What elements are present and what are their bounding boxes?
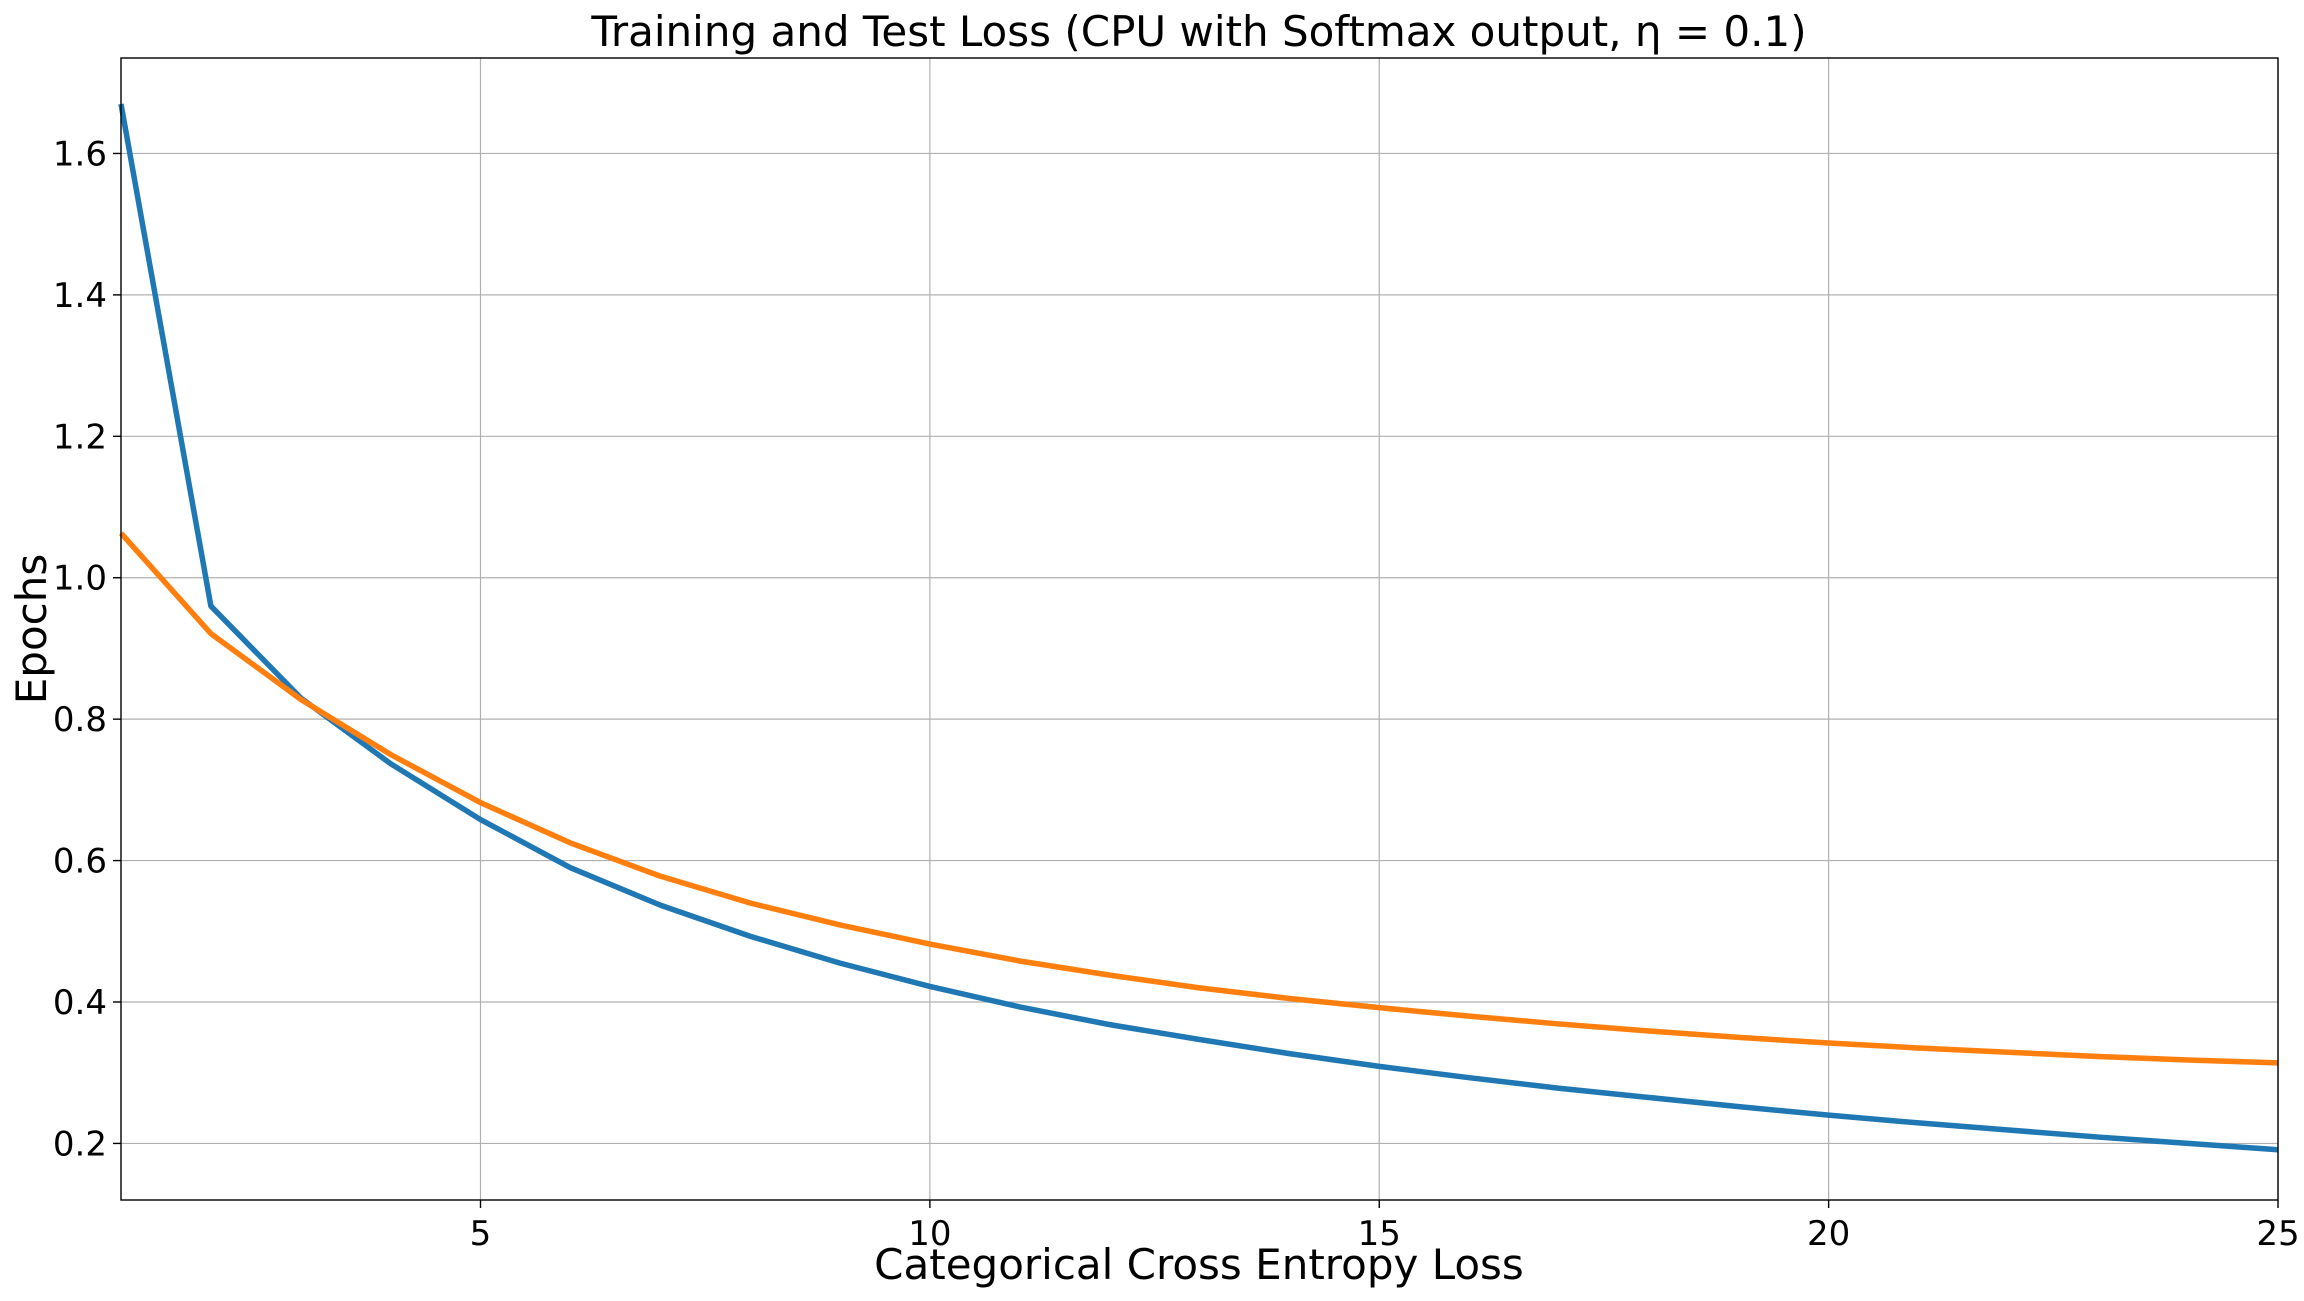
y-tick-label: 1.2	[53, 417, 107, 457]
y-tick-label: 1.0	[53, 559, 107, 599]
y-tick-label: 0.8	[53, 700, 107, 740]
grid	[121, 58, 2279, 1200]
x-tick-label: 10	[908, 1214, 951, 1254]
y-tick-label: 1.4	[53, 276, 107, 316]
x-tick-label: 5	[470, 1214, 492, 1254]
y-tick-label: 0.4	[53, 983, 107, 1023]
chart-title: Training and Test Loss (CPU with Softmax…	[590, 7, 1806, 56]
series-line-2	[118, 531, 2279, 1066]
series-lines	[118, 103, 2279, 1153]
x-axis-label: Categorical Cross Entropy Loss	[874, 1240, 1524, 1289]
x-tick-label: 25	[2256, 1214, 2299, 1254]
plot-frame	[120, 57, 2279, 1201]
y-axis-label: Epochs	[7, 554, 56, 705]
ticks: 5 10 15 20 25 0.2 0.4 0.6 0.8 1.0 1.2 1.4 1.6	[53, 134, 2300, 1254]
y-tick-label: 1.6	[53, 134, 107, 174]
x-tick-label: 15	[1358, 1214, 1401, 1254]
series-line-1	[118, 103, 2279, 1153]
x-tick-label: 20	[1807, 1214, 1850, 1254]
y-tick-label: 0.2	[53, 1124, 107, 1164]
y-tick-label: 0.6	[53, 842, 107, 882]
